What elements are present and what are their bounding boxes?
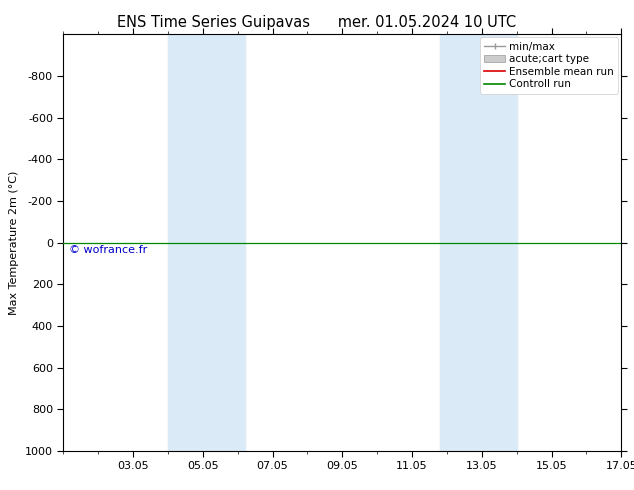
Text: ENS Time Series Guipavas      mer. 01.05.2024 10 UTC: ENS Time Series Guipavas mer. 01.05.2024… xyxy=(117,15,517,30)
Y-axis label: Max Temperature 2m (°C): Max Temperature 2m (°C) xyxy=(10,171,20,315)
Text: © wofrance.fr: © wofrance.fr xyxy=(69,245,147,255)
Legend: min/max, acute;cart type, Ensemble mean run, Controll run: min/max, acute;cart type, Ensemble mean … xyxy=(480,37,618,94)
Bar xyxy=(168,34,245,451)
Bar xyxy=(440,34,517,451)
